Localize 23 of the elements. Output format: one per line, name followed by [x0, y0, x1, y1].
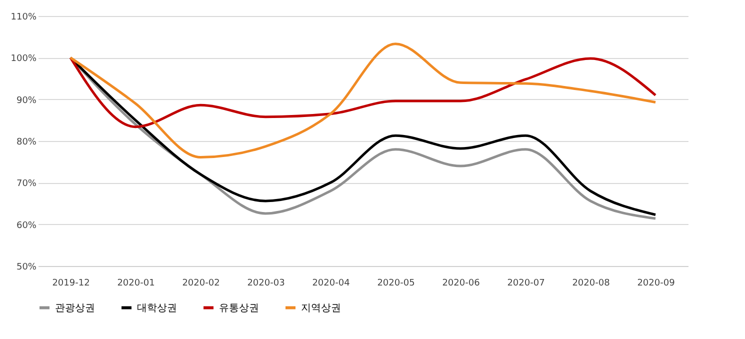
- x-tick-label: 2020-07: [507, 278, 545, 288]
- legend-label: 대학상권: [137, 302, 177, 314]
- x-tick-label: 2020-03: [247, 278, 285, 288]
- legend-label: 관광상권: [55, 302, 95, 314]
- x-tick-label: 2020-01: [117, 278, 155, 288]
- x-tick-label: 2020-02: [182, 278, 220, 288]
- legend-label: 지역상권: [301, 302, 341, 314]
- line-series: [69, 42, 657, 158]
- legend-label: 유통상권: [219, 302, 259, 314]
- x-tick-label: 2020-08: [572, 278, 610, 288]
- y-tick-label: 100%: [10, 54, 37, 64]
- y-tick-label: 70%: [16, 179, 37, 190]
- x-tick-label: 2020-04: [312, 278, 350, 288]
- y-tick-label: 80%: [16, 138, 37, 148]
- y-tick-label: 90%: [16, 96, 37, 106]
- x-tick-label: 2020-09: [637, 278, 676, 288]
- x-tick-label: 2020-05: [377, 278, 415, 288]
- x-tick-label: 2019-12: [52, 278, 90, 288]
- y-tick-label: 110%: [10, 12, 37, 22]
- y-tick-label: 50%: [16, 262, 37, 272]
- y-tick-label: 60%: [16, 220, 37, 231]
- line-series: [69, 56, 657, 128]
- x-tick-label: 2020-06: [442, 278, 480, 288]
